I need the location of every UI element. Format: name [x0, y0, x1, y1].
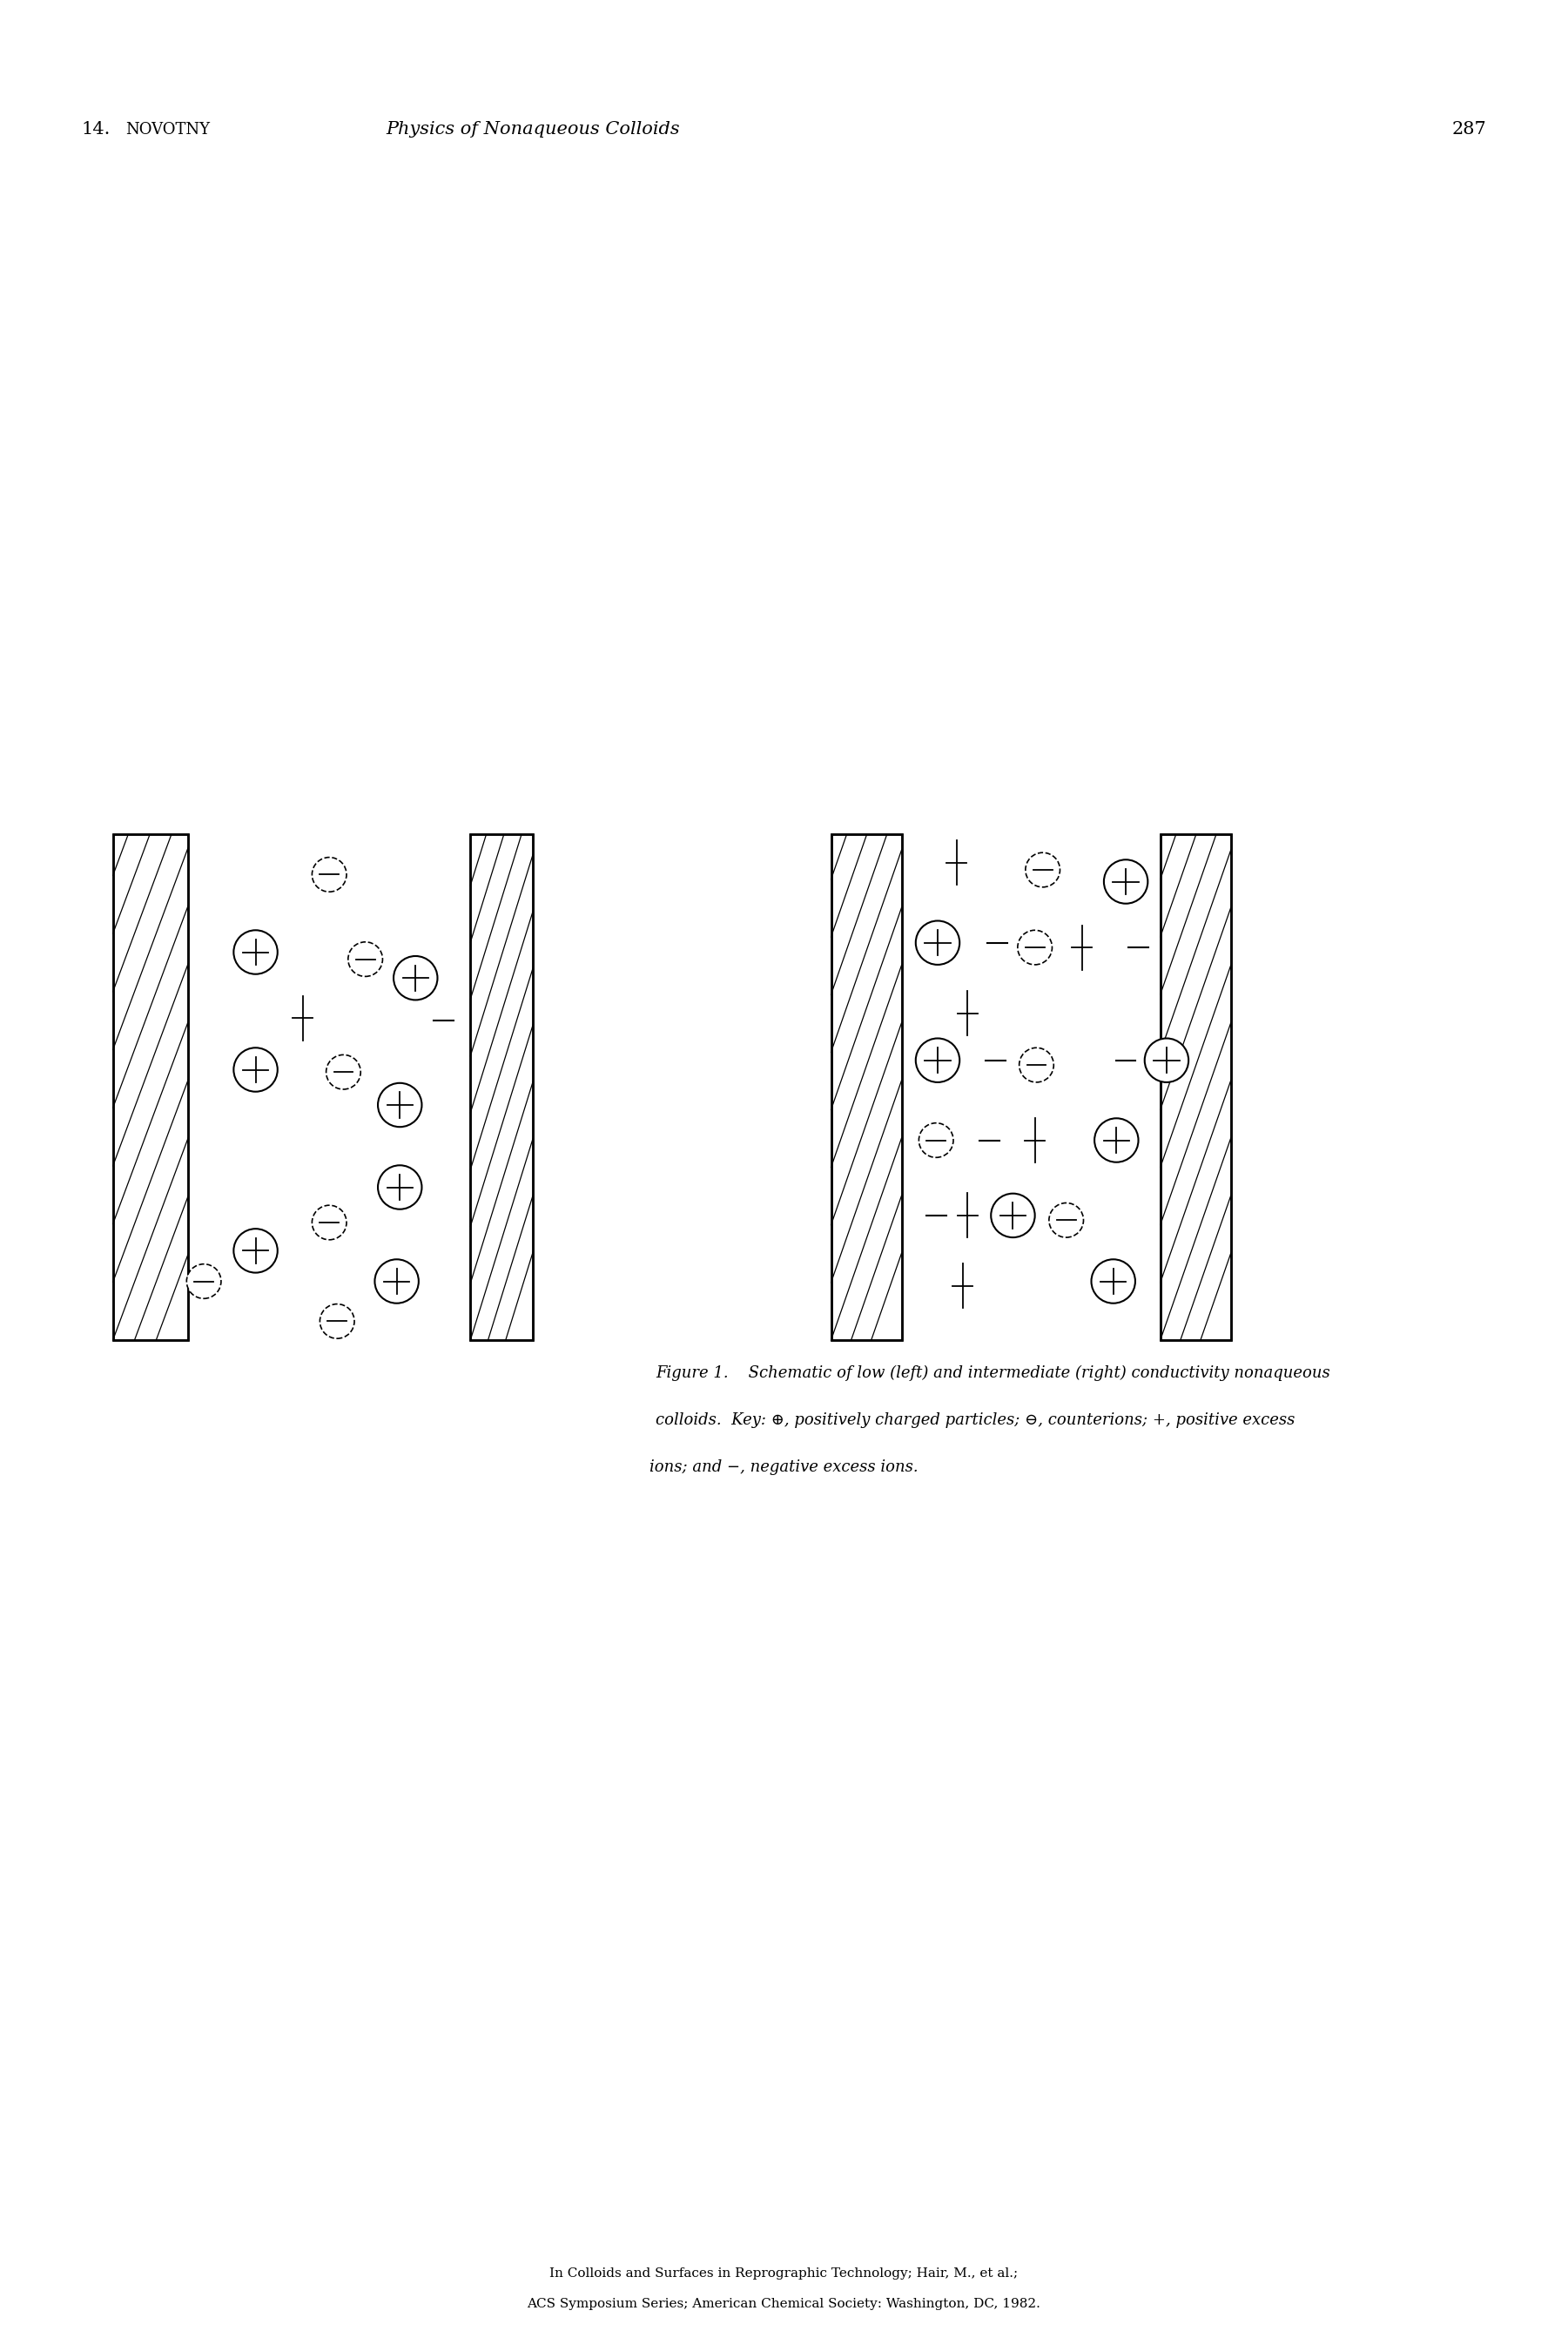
Text: colloids.  Key: ⊕, positively charged particles; ⊖, counterions; +, positive exc: colloids. Key: ⊕, positively charged par… — [655, 1413, 1295, 1427]
Ellipse shape — [991, 1194, 1035, 1237]
Ellipse shape — [1104, 860, 1148, 903]
Bar — [113, 835, 188, 1340]
Bar — [113, 835, 188, 1340]
Bar — [1160, 835, 1231, 1340]
Ellipse shape — [348, 943, 383, 976]
Ellipse shape — [1025, 853, 1060, 886]
Ellipse shape — [919, 1124, 953, 1157]
Ellipse shape — [312, 858, 347, 891]
Text: ACS Symposium Series; American Chemical Society: Washington, DC, 1982.: ACS Symposium Series; American Chemical … — [527, 2297, 1041, 2311]
Text: Physics of Nonaqueous Colloids: Physics of Nonaqueous Colloids — [386, 120, 681, 139]
Text: 287: 287 — [1452, 120, 1486, 139]
Ellipse shape — [1019, 1049, 1054, 1081]
Ellipse shape — [916, 922, 960, 964]
Ellipse shape — [1018, 931, 1052, 964]
Ellipse shape — [234, 1049, 278, 1091]
Ellipse shape — [234, 1230, 278, 1272]
Ellipse shape — [187, 1265, 221, 1298]
Text: 14.: 14. — [82, 120, 111, 139]
Bar — [831, 835, 902, 1340]
Bar — [470, 835, 533, 1340]
Ellipse shape — [320, 1305, 354, 1338]
Ellipse shape — [312, 1206, 347, 1239]
Ellipse shape — [326, 1056, 361, 1089]
Bar — [831, 835, 902, 1340]
Text: ions; and −, negative excess ions.: ions; and −, negative excess ions. — [649, 1460, 919, 1474]
Text: NOVOTNY: NOVOTNY — [125, 122, 210, 136]
Text: Figure 1.    Schematic of low (left) and intermediate (right) conductivity nonaq: Figure 1. Schematic of low (left) and in… — [655, 1366, 1330, 1380]
Ellipse shape — [234, 931, 278, 973]
Ellipse shape — [1145, 1039, 1189, 1081]
Ellipse shape — [375, 1260, 419, 1302]
Bar — [1160, 835, 1231, 1340]
Ellipse shape — [1049, 1204, 1083, 1237]
Text: In Colloids and Surfaces in Reprographic Technology; Hair, M., et al.;: In Colloids and Surfaces in Reprographic… — [550, 2266, 1018, 2280]
Ellipse shape — [394, 957, 437, 999]
Ellipse shape — [378, 1084, 422, 1126]
Bar — [470, 835, 533, 1340]
Ellipse shape — [1094, 1119, 1138, 1161]
Ellipse shape — [378, 1166, 422, 1208]
Ellipse shape — [1091, 1260, 1135, 1302]
Ellipse shape — [916, 1039, 960, 1081]
